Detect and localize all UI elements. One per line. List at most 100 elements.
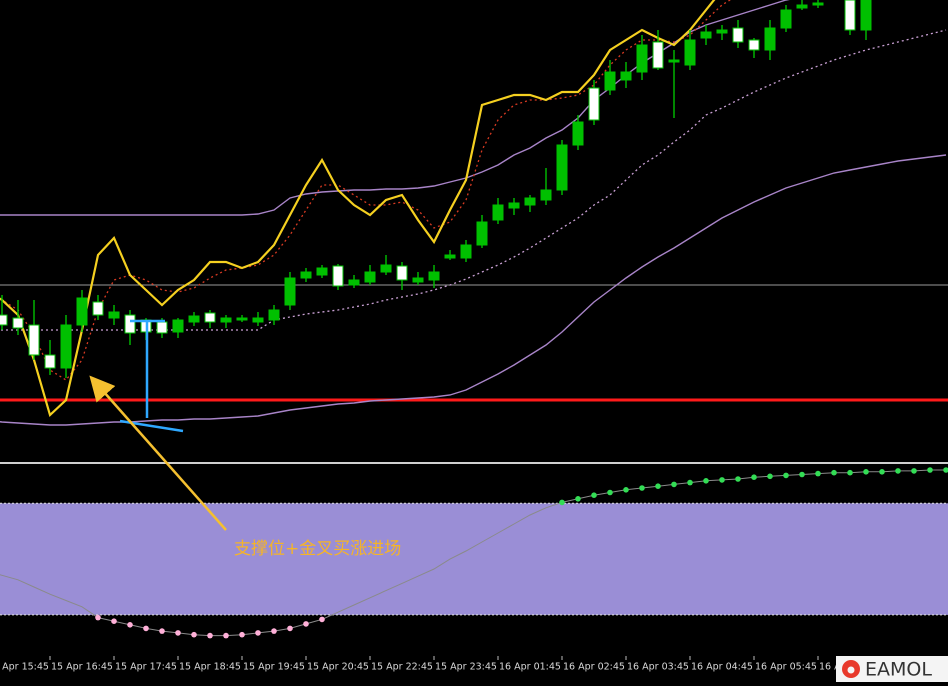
candle-body xyxy=(780,9,792,29)
oscillator-dot xyxy=(895,468,901,474)
candle-body xyxy=(652,41,664,69)
x-tick-label: 16 Apr 05:45 xyxy=(755,662,817,673)
oscillator-dot xyxy=(703,478,709,484)
candle-body xyxy=(668,59,680,63)
candle-body xyxy=(508,202,520,209)
oscillator-dot xyxy=(191,631,197,638)
candle-body xyxy=(268,309,280,321)
candle-body xyxy=(156,321,168,334)
candle-body xyxy=(636,44,648,73)
oscillator-dot xyxy=(655,483,661,490)
candle-body xyxy=(812,2,824,6)
oscillator-dot xyxy=(799,471,805,478)
candle-body xyxy=(604,71,616,91)
x-tick-label: 15 Apr 17:45 xyxy=(115,662,177,673)
oscillator-dot xyxy=(223,632,229,639)
oscillator-dot xyxy=(143,625,149,632)
x-tick-label: 16 Apr 03:45 xyxy=(627,662,689,673)
candle-body xyxy=(844,0,856,31)
candle-body xyxy=(108,311,120,319)
oscillator-dot xyxy=(863,469,869,475)
annotation: 支撑位+金叉买涨进场 xyxy=(234,539,401,559)
candle-body xyxy=(348,279,360,286)
candle-body xyxy=(748,39,760,51)
oscillator-dot xyxy=(303,621,309,627)
candle-body xyxy=(460,244,472,259)
candle-body xyxy=(364,271,376,283)
candle-body xyxy=(572,121,584,146)
indicator-line xyxy=(0,0,716,418)
oscillator-dot xyxy=(719,477,725,483)
oscillator-dot xyxy=(943,467,948,473)
candle-body xyxy=(76,297,88,326)
x-tick-label: 15 Apr 23:45 xyxy=(435,662,497,673)
candle-body xyxy=(716,29,728,34)
watermark-logo-eye xyxy=(847,666,855,674)
candle-body xyxy=(332,265,344,287)
oscillator-dot xyxy=(767,473,773,480)
candle-body xyxy=(796,4,808,9)
watermark-text: EAMOL xyxy=(865,659,932,681)
oscillator-dot xyxy=(559,499,565,506)
x-tick-label: 15 Apr 15:45 xyxy=(0,662,49,673)
candle-body xyxy=(300,271,312,279)
oscillator-dot xyxy=(207,632,213,639)
oscillator-dot xyxy=(127,622,133,628)
candle-body xyxy=(492,204,504,221)
oscillator-dot xyxy=(751,474,757,481)
oscillator-dot xyxy=(575,496,581,502)
candle-body xyxy=(524,197,536,206)
x-tick-label: 15 Apr 22:45 xyxy=(371,662,433,673)
candle-body xyxy=(540,189,552,201)
x-tick-label: 15 Apr 16:45 xyxy=(51,662,113,673)
candle-body xyxy=(236,317,248,321)
candle-body xyxy=(860,0,872,31)
x-tick-label: 15 Apr 18:45 xyxy=(179,662,241,673)
annotation-arrow xyxy=(89,375,227,531)
candle-body xyxy=(588,87,600,121)
candle-body xyxy=(732,27,744,43)
candle-body xyxy=(620,71,632,81)
candle-body xyxy=(444,254,456,259)
oscillator-dot xyxy=(271,628,277,634)
price-panel xyxy=(0,0,948,426)
oscillator-dot xyxy=(591,492,597,499)
candle-body xyxy=(316,267,328,276)
indicator-line xyxy=(0,154,947,426)
oscillator-dot xyxy=(927,467,933,473)
oscillator-dot xyxy=(911,468,917,474)
x-tick-label: 15 Apr 19:45 xyxy=(243,662,305,673)
x-tick-label: 16 Apr 04:45 xyxy=(691,662,753,673)
candle-body xyxy=(476,221,488,246)
candle-body xyxy=(252,317,264,323)
oscillator-dot xyxy=(735,476,741,482)
oscillator-dot xyxy=(847,469,853,476)
x-tick-label: 15 Apr 20:45 xyxy=(307,662,369,673)
candle-body xyxy=(124,314,136,334)
candle-body xyxy=(92,301,104,316)
candle-body xyxy=(284,277,296,306)
oscillator-dot xyxy=(111,618,117,624)
oscillator-dot xyxy=(671,481,677,488)
oscillator-dot xyxy=(815,470,821,477)
oscillator-dot xyxy=(239,631,245,638)
oscillator-dot xyxy=(287,625,293,632)
candle-body xyxy=(412,277,424,283)
oscillator-dot xyxy=(175,630,181,636)
watermark: EAMOL xyxy=(836,656,948,682)
candle-body xyxy=(172,319,184,333)
candle-body xyxy=(204,312,216,323)
candle-body xyxy=(764,27,776,51)
oscillator-dot xyxy=(783,472,789,479)
axis-strip xyxy=(0,656,948,682)
oscillator-dot xyxy=(623,487,629,493)
candle-body xyxy=(428,271,440,281)
candle-body xyxy=(396,265,408,281)
oscillator-dot xyxy=(255,630,261,636)
candle-body xyxy=(380,264,392,273)
oscillator-dot xyxy=(95,614,101,621)
x-tick-label: 16 Apr 01:45 xyxy=(499,662,561,673)
